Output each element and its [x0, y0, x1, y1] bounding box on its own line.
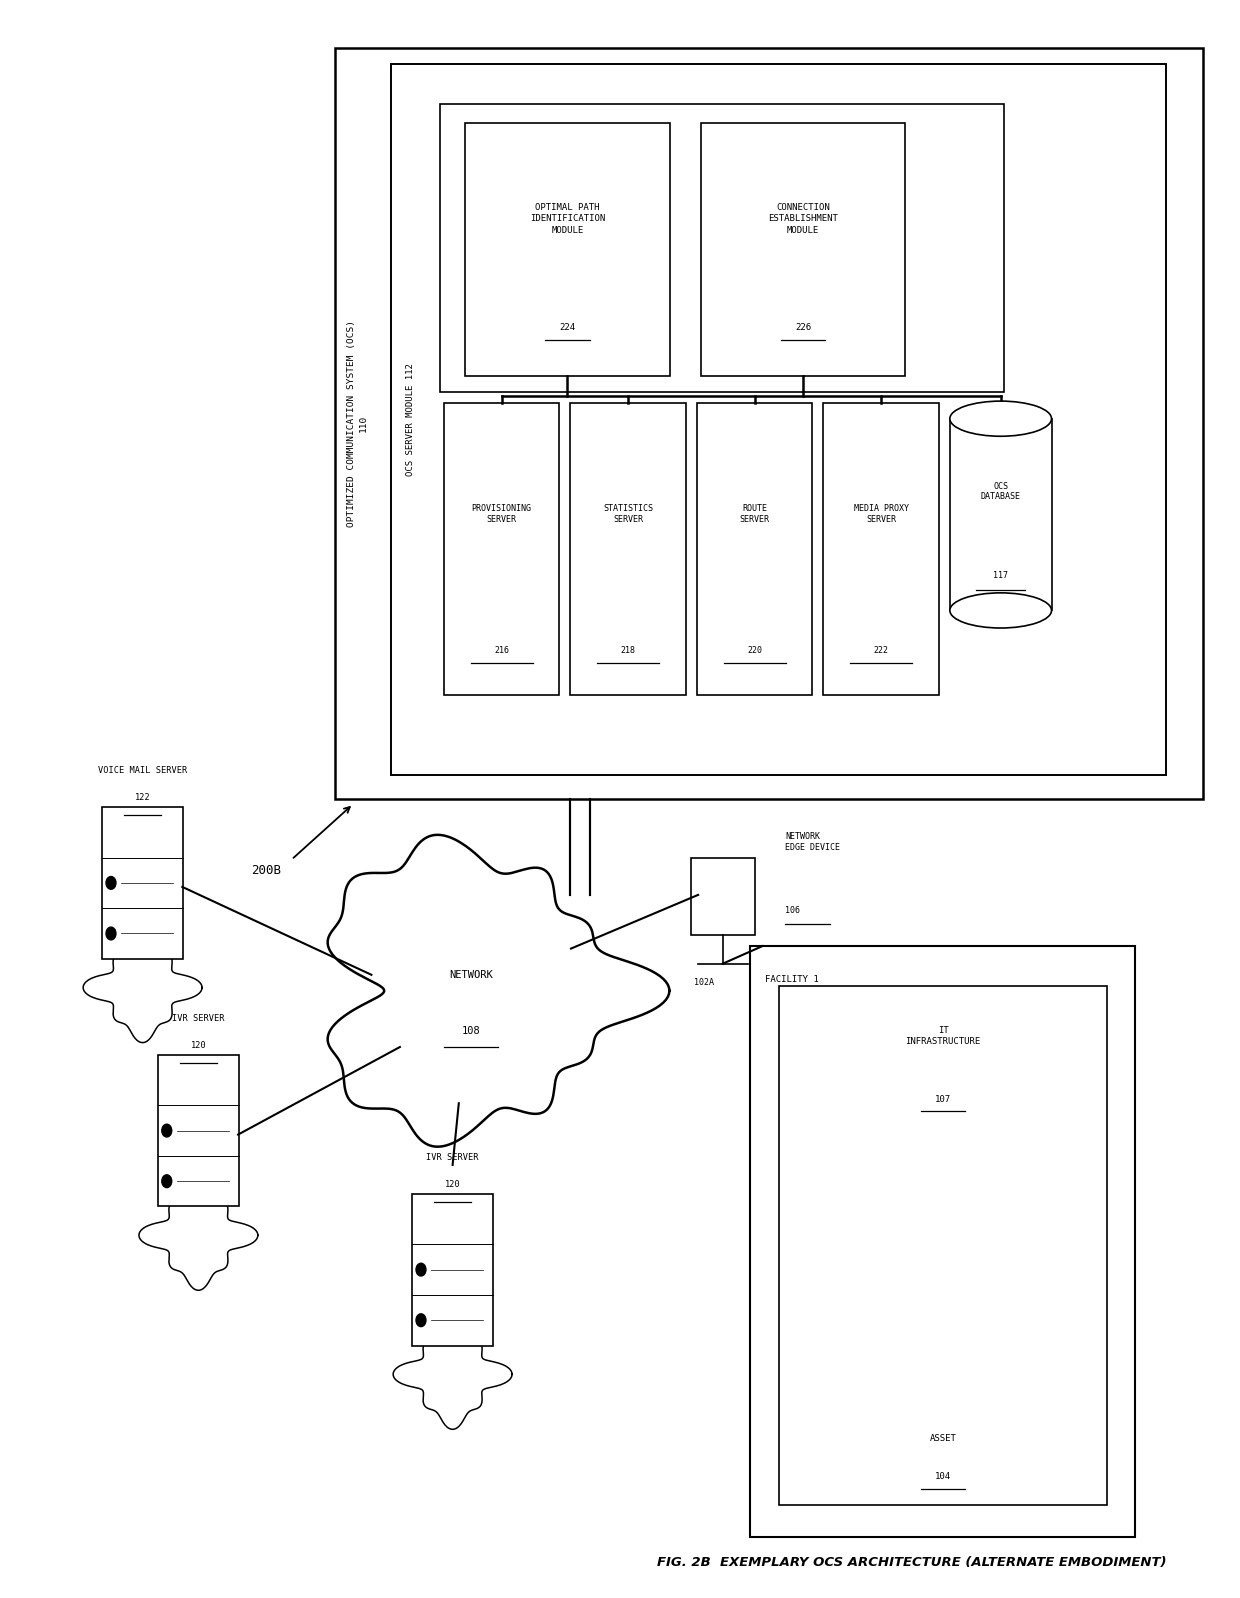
Text: CONNECTION
ESTABLISHMENT
MODULE: CONNECTION ESTABLISHMENT MODULE	[768, 203, 838, 235]
FancyBboxPatch shape	[779, 986, 1107, 1505]
Text: OPTIMIZED COMMUNICATION SYSTEM (OCS)
110: OPTIMIZED COMMUNICATION SYSTEM (OCS) 110	[347, 320, 367, 527]
FancyBboxPatch shape	[750, 946, 1135, 1537]
Text: 106: 106	[785, 906, 800, 916]
Text: 120: 120	[191, 1040, 206, 1050]
FancyBboxPatch shape	[335, 48, 1203, 799]
Text: 120: 120	[445, 1179, 460, 1189]
Text: MEDIA PROXY
SERVER: MEDIA PROXY SERVER	[853, 503, 909, 524]
Polygon shape	[327, 834, 670, 1147]
Text: PROVISIONING
SERVER: PROVISIONING SERVER	[471, 503, 532, 524]
Circle shape	[161, 1175, 171, 1187]
Polygon shape	[139, 1181, 258, 1290]
Circle shape	[107, 927, 117, 940]
Text: 226: 226	[795, 323, 811, 332]
Ellipse shape	[950, 593, 1052, 628]
Text: OPTIMAL PATH
IDENTIFICATION
MODULE: OPTIMAL PATH IDENTIFICATION MODULE	[529, 203, 605, 235]
Text: OCS SERVER MODULE 112: OCS SERVER MODULE 112	[405, 363, 415, 476]
Ellipse shape	[950, 401, 1052, 436]
Text: IVR SERVER: IVR SERVER	[427, 1152, 479, 1162]
FancyBboxPatch shape	[391, 64, 1166, 775]
Circle shape	[107, 876, 117, 890]
Circle shape	[161, 1125, 171, 1138]
Text: OCS
DATABASE: OCS DATABASE	[981, 483, 1021, 502]
Text: ASSET: ASSET	[930, 1433, 956, 1443]
FancyBboxPatch shape	[570, 403, 686, 695]
FancyBboxPatch shape	[691, 858, 755, 935]
Text: 218: 218	[620, 646, 636, 655]
FancyBboxPatch shape	[465, 123, 670, 376]
Text: 107: 107	[935, 1095, 951, 1104]
Text: 108: 108	[461, 1026, 481, 1036]
Polygon shape	[83, 933, 202, 1042]
FancyBboxPatch shape	[159, 1055, 238, 1206]
FancyBboxPatch shape	[102, 807, 184, 959]
Text: 122: 122	[135, 793, 150, 802]
Text: 200B: 200B	[252, 865, 281, 877]
Text: 220: 220	[746, 646, 763, 655]
FancyBboxPatch shape	[950, 419, 1052, 610]
Text: 104: 104	[935, 1472, 951, 1481]
Text: 102A: 102A	[694, 978, 714, 988]
FancyBboxPatch shape	[412, 1194, 494, 1346]
Text: IT
INFRASTRUCTURE: IT INFRASTRUCTURE	[905, 1026, 981, 1047]
FancyBboxPatch shape	[440, 104, 1004, 392]
FancyBboxPatch shape	[444, 403, 559, 695]
Text: ROUTE
SERVER: ROUTE SERVER	[739, 503, 770, 524]
Text: 222: 222	[873, 646, 889, 655]
FancyBboxPatch shape	[701, 123, 905, 376]
FancyBboxPatch shape	[823, 403, 939, 695]
Text: FACILITY 1: FACILITY 1	[765, 975, 818, 984]
FancyBboxPatch shape	[697, 403, 812, 695]
Text: STATISTICS
SERVER: STATISTICS SERVER	[603, 503, 653, 524]
Text: 216: 216	[494, 646, 510, 655]
Text: NETWORK
EDGE DEVICE: NETWORK EDGE DEVICE	[785, 833, 839, 852]
Text: IVR SERVER: IVR SERVER	[172, 1013, 224, 1023]
Text: VOICE MAIL SERVER: VOICE MAIL SERVER	[98, 765, 187, 775]
Polygon shape	[393, 1320, 512, 1429]
Circle shape	[417, 1262, 427, 1275]
Circle shape	[417, 1314, 427, 1326]
Text: 224: 224	[559, 323, 575, 332]
Text: FIG. 2B  EXEMPLARY OCS ARCHITECTURE (ALTERNATE EMBODIMENT): FIG. 2B EXEMPLARY OCS ARCHITECTURE (ALTE…	[657, 1556, 1166, 1569]
Text: 117: 117	[993, 570, 1008, 580]
Text: NETWORK: NETWORK	[449, 970, 494, 980]
